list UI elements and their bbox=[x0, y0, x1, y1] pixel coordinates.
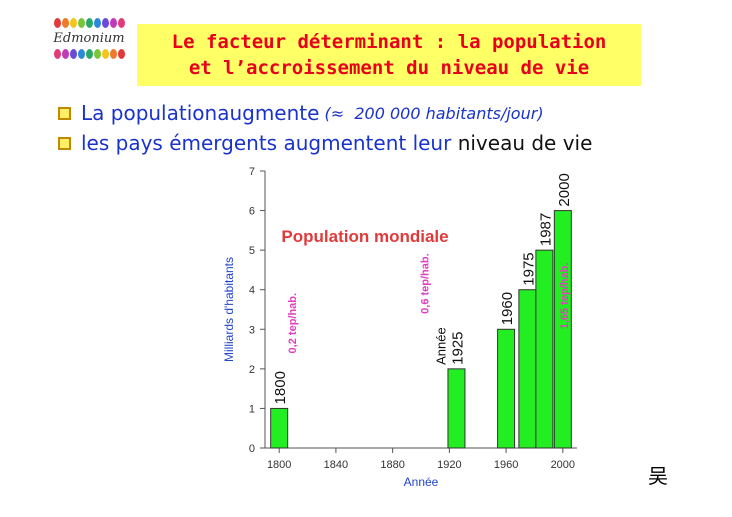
y-tick-label: 5 bbox=[249, 245, 255, 257]
bar-1960 bbox=[497, 328, 516, 449]
bar-label-1975: 1975 bbox=[520, 252, 537, 285]
bar-label-2000: 2000 bbox=[556, 173, 573, 206]
y-tick-label: 3 bbox=[249, 324, 255, 336]
y-tick-label: 2 bbox=[249, 364, 255, 376]
tep-annotation-1: 0,6 tep/hab. bbox=[419, 253, 431, 314]
bullet-1-text-a: La population bbox=[81, 101, 218, 125]
bullet-list: La population augmente (≈ 200 000 habita… bbox=[58, 98, 592, 158]
y-axis-label: Milliards d'habitants bbox=[222, 257, 236, 362]
population-chart: 0 1 2 3 4 5 6 7 1800 1840 1880 1920 1960 2000 1800 1925… bbox=[222, 166, 577, 489]
signature: 吴 bbox=[648, 464, 668, 488]
bar-1975 bbox=[518, 289, 537, 449]
y-tick-label: 4 bbox=[249, 285, 255, 297]
bullet-emerging-countries: les pays émergents augmentent leur nivea… bbox=[58, 128, 592, 158]
y-tick-label: 0 bbox=[249, 443, 255, 455]
title-line-1: Le facteur déterminant : la population bbox=[171, 31, 607, 53]
edmonium-logo: Edmonium bbox=[46, 18, 132, 78]
logo-dots-bottom bbox=[46, 49, 132, 59]
y-tick-label: 1 bbox=[249, 403, 255, 415]
checkbox-bullet-icon bbox=[58, 136, 71, 150]
logo-dots-top bbox=[46, 18, 132, 28]
x-tick-label: 1800 bbox=[267, 459, 291, 471]
bullet-2-text-a: les pays émergents augmentent leur bbox=[81, 131, 452, 155]
bar-label-1960: 1960 bbox=[499, 292, 516, 325]
x-axis-label: Année bbox=[404, 475, 439, 489]
bar-2000 bbox=[553, 210, 572, 449]
bar-label-1800: 1800 bbox=[272, 371, 289, 404]
bar-1987 bbox=[535, 249, 554, 449]
bar-1800 bbox=[270, 407, 289, 449]
logo-text: Edmonium bbox=[53, 31, 125, 46]
bar-label-1987: 1987 bbox=[537, 213, 554, 246]
x-tick-label: 1960 bbox=[494, 459, 518, 471]
slide-title: Le facteur déterminant : la population e… bbox=[137, 24, 641, 86]
x-tick-label: 1920 bbox=[437, 459, 461, 471]
bullet-1-text-c: (≈ 200 000 habitants/jour) bbox=[319, 103, 544, 123]
x-tick-label: 1880 bbox=[380, 459, 404, 471]
x-tick-label: 2000 bbox=[551, 459, 575, 471]
tep-annotation-2: 1,65 tep/hab. bbox=[559, 263, 571, 330]
year-note: Année bbox=[433, 327, 448, 365]
bullet-population: La population augmente (≈ 200 000 habita… bbox=[58, 98, 592, 128]
x-tick-label: 1840 bbox=[324, 459, 348, 471]
bullet-1-text-b: augmente bbox=[217, 101, 320, 125]
bullet-2-text-b: niveau de vie bbox=[451, 131, 593, 155]
y-tick-label: 6 bbox=[249, 206, 255, 218]
checkbox-bullet-icon bbox=[58, 106, 71, 120]
chart-title: Population mondiale bbox=[281, 227, 448, 246]
bar-label-1925: 1925 bbox=[449, 331, 466, 364]
tep-annotation-0: 0,2 tep/hab. bbox=[287, 293, 299, 354]
title-line-2: et l’accroissement du niveau de vie bbox=[188, 57, 590, 79]
bar-1925 bbox=[447, 368, 466, 449]
y-tick-label: 7 bbox=[249, 166, 255, 178]
